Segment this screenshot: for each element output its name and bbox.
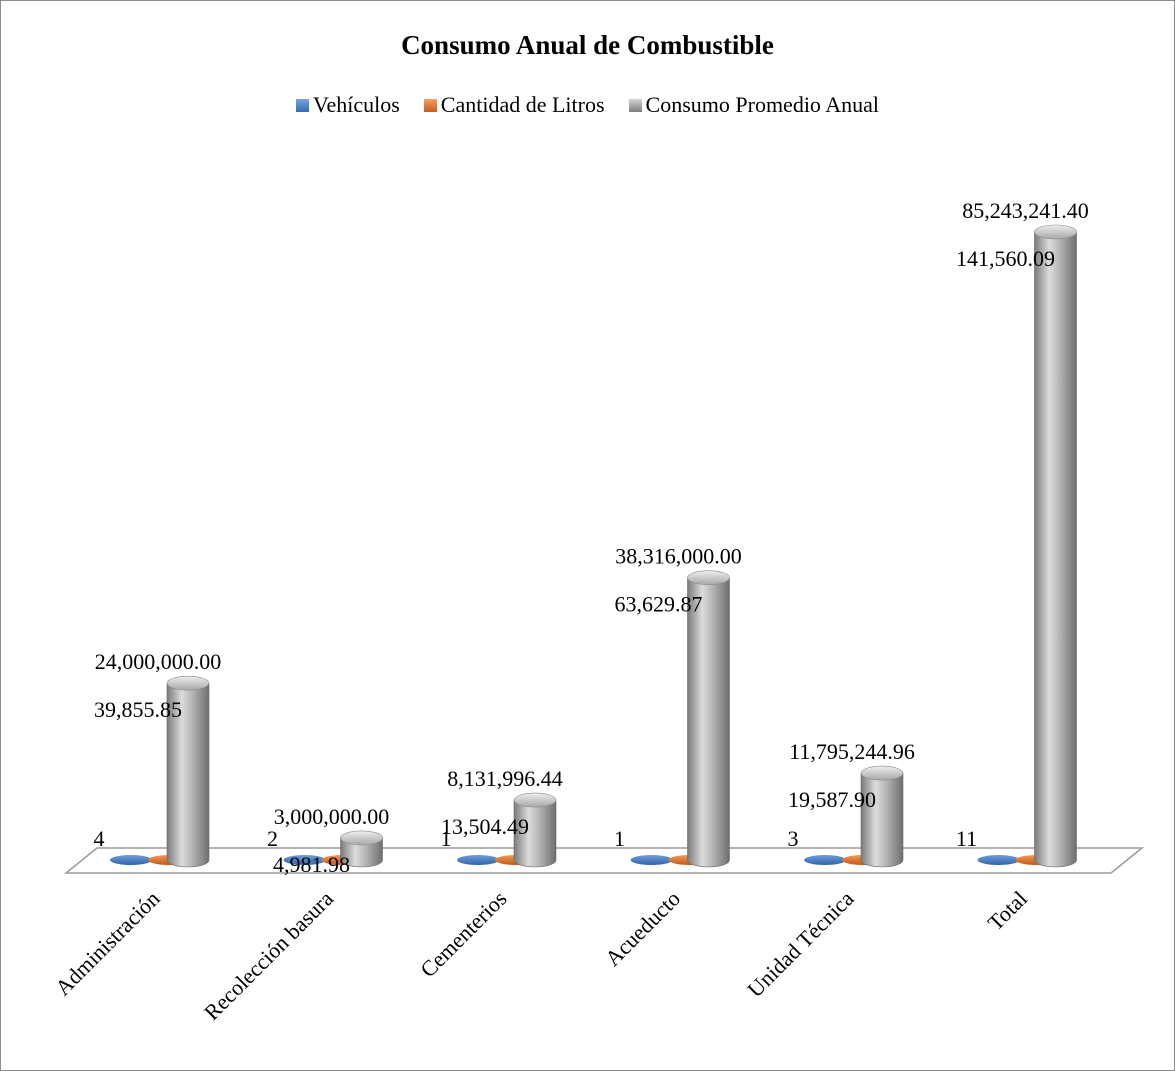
data-label-litros: 63,629.87 [615,592,703,617]
bar-consumo-cat-2 [513,799,557,868]
bar-consumo-cap-cat-2 [513,792,557,808]
data-label-litros: 4,981.98 [273,852,350,877]
legend-label-consumo: Consumo Promedio Anual [645,92,879,117]
data-label-consumo: 24,000,000.00 [95,649,222,674]
data-label-litros: 39,855.85 [94,697,182,722]
data-label-consumo: 38,316,000.00 [615,544,742,569]
legend-swatch-vehiculos [296,98,310,112]
data-label-vehiculos: 1 [441,826,452,851]
legend: Vehículos Cantidad de Litros Consumo Pro… [0,92,1175,118]
legend-label-litros: Cantidad de Litros [440,92,605,117]
legend-item-litros: Cantidad de Litros [423,92,605,118]
data-label-vehiculos: 1 [614,826,625,851]
category-label: Cementerios [415,886,511,982]
data-label-litros: 13,504.49 [441,814,529,839]
data-label-consumo: 11,795,244.96 [789,739,915,764]
category-label: Unidad Técnica [742,886,858,1002]
data-label-consumo: 3,000,000.00 [274,804,390,829]
legend-label-vehiculos: Vehículos [313,92,400,117]
bar-consumo-cat-1 [340,837,383,868]
bar-vehiculos-cat-3 [630,855,673,865]
chart-title: Consumo Anual de Combustible [401,30,774,60]
data-label-litros: 19,587.90 [788,787,876,812]
category-label: Administración [50,886,164,1000]
data-label-consumo: 8,131,996.44 [447,766,563,791]
bar-consumo-cat-5 [1034,231,1077,868]
legend-item-consumo: Consumo Promedio Anual [628,92,879,118]
bar-consumo-cap-cat-3 [687,570,730,586]
bar-consumo-cap-cat-0 [166,675,210,691]
bar-vehiculos-cat-2 [457,855,499,865]
legend-swatch-litros [423,98,437,112]
bar-vehiculos-cat-4 [804,855,846,865]
data-label-vehiculos: 11 [956,826,977,851]
data-label-litros: 141,560.09 [956,246,1055,271]
bar-consumo-cat-4 [860,772,904,868]
bar-consumo-cap-cat-5 [1034,224,1077,240]
category-label: Total [983,886,1032,935]
legend-swatch-consumo [628,98,642,112]
data-label-vehiculos: 2 [267,826,278,851]
bar-consumo-cap-cat-1 [340,830,383,846]
data-label-vehiculos: 3 [788,826,799,851]
bar-consumo-cap-cat-4 [860,765,904,781]
category-label: Recolección basura [199,886,338,1025]
data-label-vehiculos: 4 [94,826,105,851]
category-label: Acueducto [600,886,685,971]
bar-consumo-cat-0 [166,682,210,868]
data-label-consumo: 85,243,241.40 [962,198,1089,223]
bar-consumo-cat-3 [687,577,730,868]
bar-vehiculos-cat-1 [283,855,326,865]
bar-vehiculos-cat-0 [110,855,152,865]
bar-vehiculos-cat-5 [977,855,1020,865]
legend-item-vehiculos: Vehículos [296,92,400,118]
